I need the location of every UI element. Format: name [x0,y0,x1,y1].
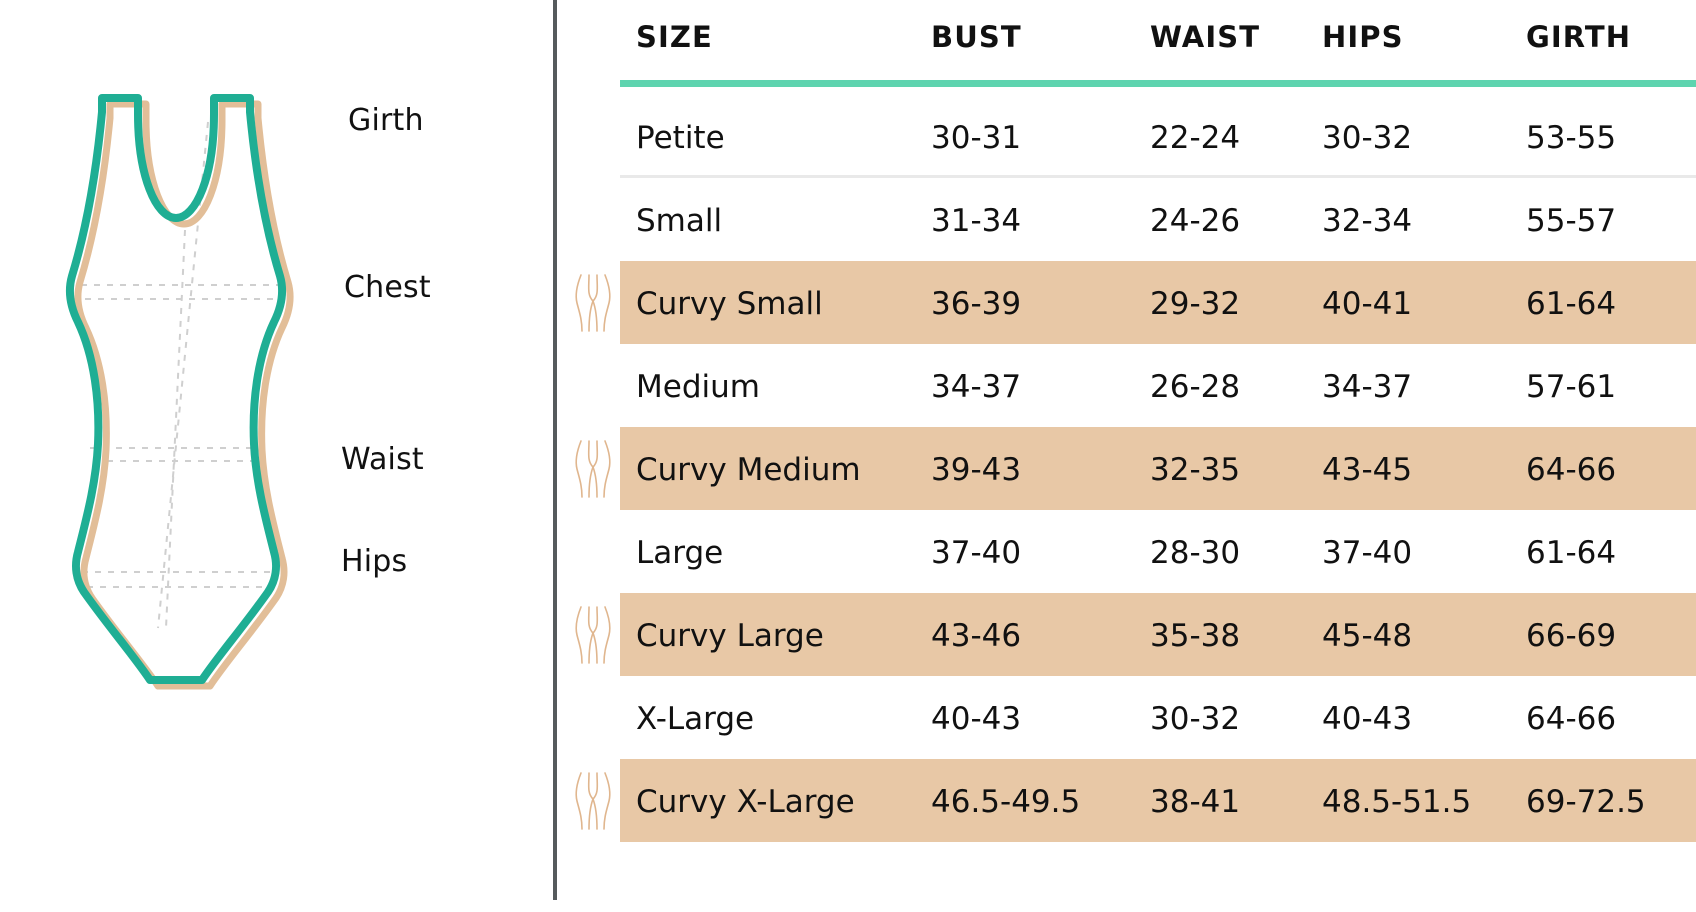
cell-girth: 61-64 [1526,286,1617,322]
curvy-figure-icon [575,606,611,664]
cell-hips: 48.5-51.5 [1322,784,1472,820]
table-row: Large 37-40 28-30 37-40 61-64 [565,510,1696,593]
cell-bust: 36-39 [931,286,1022,322]
cell-waist: 32-35 [1150,452,1241,488]
cell-waist: 24-26 [1150,203,1241,239]
header-accent-rule [620,80,1696,87]
curvy-figure-icon-wrap [569,269,617,335]
cell-size: Curvy Medium [636,452,861,488]
cell-bust: 46.5-49.5 [931,784,1081,820]
cell-size: Small [636,203,723,239]
table-row: Curvy X-Large 46.5-49.5 38-41 48.5-51.5 69-7… [565,759,1696,842]
table-row: Curvy Large 43-46 35-38 45-48 66-69 [565,593,1696,676]
table-row: Small 31-34 24-26 32-34 55-57 [565,178,1696,261]
cell-girth: 55-57 [1526,203,1617,239]
diagram-label-hips: Hips [341,544,408,579]
row-band [620,510,1696,593]
cell-size: Large [636,535,724,571]
cell-size: Curvy X-Large [636,784,855,820]
cell-hips: 34-37 [1322,369,1413,405]
cell-hips: 30-32 [1322,120,1413,156]
cell-girth: 57-61 [1526,369,1617,405]
body-outline-path [74,100,294,690]
column-header-waist: WAIST [1150,20,1261,54]
cell-bust: 43-46 [931,618,1022,654]
diagram-label-girth: Girth [348,103,424,138]
cell-girth: 69-72.5 [1526,784,1646,820]
cell-hips: 32-34 [1322,203,1413,239]
curvy-figure-icon-wrap [569,767,617,833]
column-header-girth: GIRTH [1526,20,1632,54]
cell-hips: 43-45 [1322,452,1413,488]
table-row: X-Large 40-43 30-32 40-43 64-66 [565,676,1696,759]
row-band [620,261,1696,344]
size-table-panel: SIZE BUST WAIST HIPS GIRTH Petite 30-31 22… [565,0,1696,912]
cell-bust: 39-43 [931,452,1022,488]
swimsuit-illustration [66,94,294,690]
table-header-row: SIZE BUST WAIST HIPS GIRTH [565,0,1696,72]
cell-size: Petite [636,120,725,156]
table-row: Curvy Medium 39-43 32-35 43-45 64-66 [565,427,1696,510]
curvy-figure-icon [575,274,611,332]
cell-bust: 34-37 [931,369,1022,405]
guide-lines [68,121,280,629]
cell-girth: 66-69 [1526,618,1617,654]
panel-divider [553,0,557,900]
row-band [620,676,1696,759]
diagram-label-waist: Waist [341,442,424,477]
column-header-size: SIZE [636,20,713,54]
cell-bust: 40-43 [931,701,1022,737]
cell-hips: 40-41 [1322,286,1413,322]
cell-girth: 64-66 [1526,452,1617,488]
cell-waist: 28-30 [1150,535,1241,571]
cell-size: Curvy Small [636,286,823,322]
cell-girth: 53-55 [1526,120,1617,156]
column-header-hips: HIPS [1322,20,1404,54]
cell-waist: 38-41 [1150,784,1241,820]
row-band [620,178,1696,261]
cell-hips: 45-48 [1322,618,1413,654]
table-row: Curvy Small 36-39 29-32 40-41 61-64 [565,261,1696,344]
cell-waist: 29-32 [1150,286,1241,322]
diagram-label-chest: Chest [344,270,431,305]
cell-hips: 37-40 [1322,535,1413,571]
cell-size: X-Large [636,701,755,737]
row-band [620,427,1696,510]
suit-outline-path [66,94,286,684]
row-band [620,95,1696,178]
cell-girth: 61-64 [1526,535,1617,571]
swimsuit-diagram-panel: Girth Chest Waist Hips [0,0,553,912]
cell-waist: 26-28 [1150,369,1241,405]
cell-hips: 40-43 [1322,701,1413,737]
cell-size: Curvy Large [636,618,824,654]
row-band [620,344,1696,427]
cell-size: Medium [636,369,760,405]
cell-bust: 30-31 [931,120,1022,156]
row-band [620,593,1696,676]
cell-bust: 31-34 [931,203,1022,239]
curvy-figure-icon-wrap [569,601,617,667]
table-row: Medium 34-37 26-28 34-37 57-61 [565,344,1696,427]
row-band [620,759,1696,842]
curvy-figure-icon [575,440,611,498]
curvy-figure-icon [575,772,611,830]
curvy-figure-icon-wrap [569,435,617,501]
size-table: SIZE BUST WAIST HIPS GIRTH Petite 30-31 22… [565,0,1696,842]
table-row: Petite 30-31 22-24 30-32 53-55 [565,95,1696,178]
cell-girth: 64-66 [1526,701,1617,737]
cell-bust: 37-40 [931,535,1022,571]
cell-waist: 35-38 [1150,618,1241,654]
cell-waist: 22-24 [1150,120,1241,156]
cell-waist: 30-32 [1150,701,1241,737]
column-header-bust: BUST [931,20,1022,54]
